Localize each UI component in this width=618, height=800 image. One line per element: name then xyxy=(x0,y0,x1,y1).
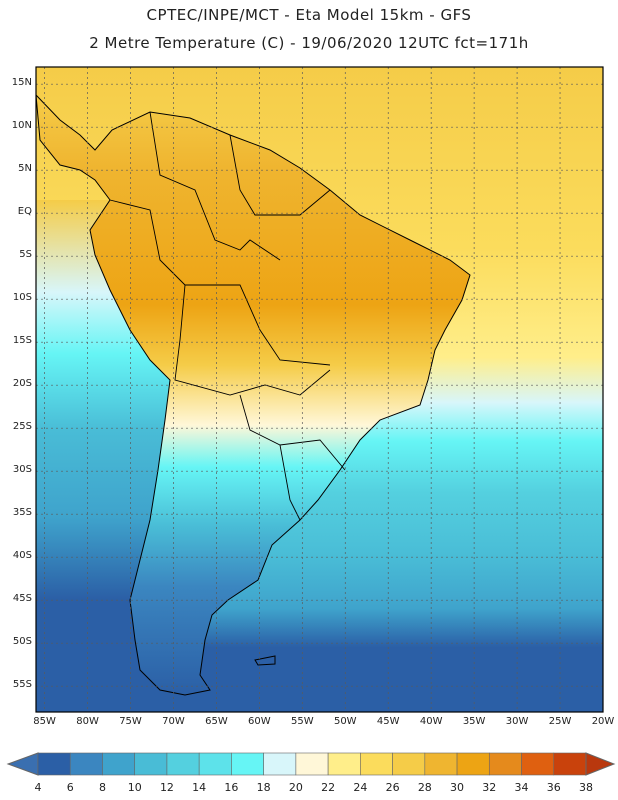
colorbar xyxy=(6,752,616,776)
lon-label: 35W xyxy=(462,716,486,727)
colorbar-swatch xyxy=(198,752,232,776)
lat-label: 55S xyxy=(12,679,32,691)
colorbar-swatch xyxy=(69,752,103,776)
colorbar-label: 14 xyxy=(192,781,207,794)
colorbar-label: 10 xyxy=(127,781,142,794)
colorbar-label: 20 xyxy=(288,781,303,794)
colorbar-swatch xyxy=(102,752,136,776)
colorbar-swatch xyxy=(327,752,361,776)
lon-label: 30W xyxy=(505,716,529,727)
lon-label: 25W xyxy=(548,716,572,727)
lon-label: 50W xyxy=(333,716,357,727)
lat-label: 5S xyxy=(19,249,32,261)
colorbar-label: 28 xyxy=(417,781,432,794)
lat-label: 5N xyxy=(18,163,32,175)
colorbar-label: 6 xyxy=(66,781,74,794)
colorbar-swatch xyxy=(521,752,555,776)
lat-label: 30S xyxy=(12,464,32,476)
lat-label: EQ xyxy=(17,206,32,218)
colorbar-label: 38 xyxy=(579,781,593,794)
colorbar-label: 16 xyxy=(224,781,239,794)
colorbar-label: 4 xyxy=(34,781,42,794)
lat-label: 10N xyxy=(11,120,32,132)
colorbar-label: 12 xyxy=(159,781,174,794)
country-borders xyxy=(109,111,346,521)
colorbar-label: 30 xyxy=(450,781,465,794)
colorbar-label: 8 xyxy=(98,781,106,794)
lon-label: 55W xyxy=(291,716,314,727)
lon-label: 85W xyxy=(33,716,56,727)
lon-label: 60W xyxy=(248,716,271,727)
colorbar-label: 34 xyxy=(514,781,529,794)
lon-label: 75W xyxy=(119,716,142,727)
lat-label: 20S xyxy=(12,378,32,390)
lon-label: 65W xyxy=(205,716,228,727)
lat-label: 10S xyxy=(12,292,32,304)
lat-label: 25S xyxy=(12,421,32,433)
lat-label: 50S xyxy=(12,636,32,648)
colorbar-swatch xyxy=(295,752,329,776)
lon-label: 20W xyxy=(591,716,615,727)
colorbar-min-arrow xyxy=(6,752,39,776)
map-frame xyxy=(35,66,604,713)
colorbar-swatch xyxy=(424,752,458,776)
lat-label: 40S xyxy=(12,550,32,562)
colorbar-swatch xyxy=(166,752,200,776)
colorbar-swatch xyxy=(134,752,168,776)
south-america-landmass xyxy=(36,94,471,696)
colorbar-swatch xyxy=(231,752,264,776)
lon-label: 80W xyxy=(76,716,99,727)
lon-label: 70W xyxy=(162,716,185,727)
colorbar-swatch xyxy=(263,752,297,776)
colorbar-label: 36 xyxy=(546,781,561,794)
colorbar-label: 24 xyxy=(353,781,368,794)
colorbar-label: 26 xyxy=(385,781,400,794)
map-subtitle: 2 Metre Temperature (C) - 19/06/2020 12U… xyxy=(89,34,529,52)
colorbar-swatch xyxy=(488,752,522,776)
lat-label: 15S xyxy=(12,335,32,347)
colorbar-swatch xyxy=(37,752,71,776)
colorbar-max-arrow xyxy=(585,752,616,776)
falkland-islands xyxy=(254,655,276,666)
lon-label: 45W xyxy=(376,716,400,727)
colorbar-swatch xyxy=(553,752,587,776)
colorbar-label: 18 xyxy=(256,781,271,794)
lon-label: 40W xyxy=(419,716,443,727)
colorbar-label: 22 xyxy=(321,781,336,794)
colorbar-swatch xyxy=(360,752,393,776)
lat-label: 15N xyxy=(11,77,32,89)
colorbar-swatch xyxy=(456,752,490,776)
map-title: CPTEC/INPE/MCT - Eta Model 15km - GFS xyxy=(146,6,472,24)
colorbar-swatch xyxy=(392,752,426,776)
lat-label: 35S xyxy=(12,507,32,519)
lat-label: 45S xyxy=(12,593,32,605)
colorbar-label: 32 xyxy=(482,781,497,794)
